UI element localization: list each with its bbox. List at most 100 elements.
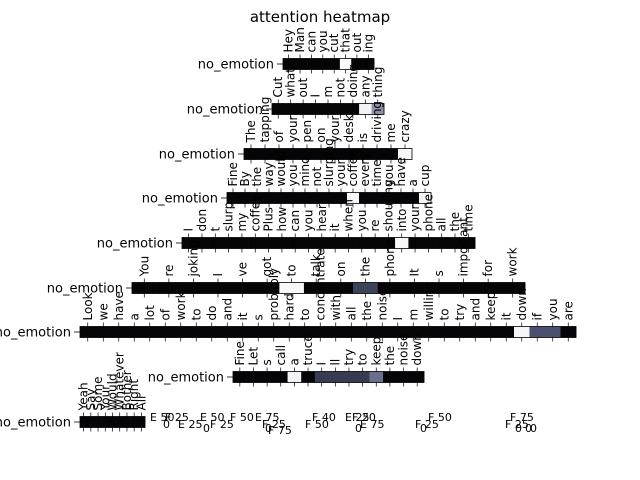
bottom-tick-labels: E 50F 25E 25E 50F 25F 50 E 75F 25F 75 F 50…: [150, 411, 537, 437]
token-label: hear: [315, 204, 329, 231]
token-label: your: [286, 115, 300, 142]
bottom-tick-label: E 75: [255, 411, 279, 424]
token-label: By: [238, 171, 252, 186]
token-label: I: [182, 228, 196, 232]
token-label: down: [515, 288, 529, 320]
bottom-tick-label: E 75: [360, 418, 384, 431]
heatmap-cell: [204, 326, 220, 338]
bottom-tick-label: F 20: [352, 411, 376, 424]
heatmap-cell: [123, 416, 131, 428]
heatmap-cell: [467, 326, 484, 338]
token-label: work: [506, 247, 520, 276]
token-label: m: [406, 309, 420, 321]
token-label: time: [461, 204, 475, 231]
token-label: you: [382, 164, 396, 186]
token-label: t: [208, 227, 222, 232]
row-label: no_emotion: [187, 103, 263, 118]
token-label: I: [315, 362, 329, 366]
heatmap-cell: [273, 371, 288, 383]
token-label: time: [370, 159, 384, 186]
row-label: no_emotion: [0, 326, 71, 341]
token-label: to: [437, 308, 451, 320]
heatmap-cell: [284, 103, 298, 115]
token-label: crazy: [398, 110, 412, 142]
heatmap-cell: [435, 237, 449, 249]
token-label: how: [275, 207, 289, 232]
chart-title: attention heatmap: [250, 8, 390, 26]
token-label: out: [350, 33, 364, 53]
heatmap-cell: [261, 237, 276, 249]
heatmap-cell: [281, 326, 298, 338]
row-label: no_emotion: [198, 58, 274, 73]
token-label: Say: [84, 388, 98, 410]
heatmap-cell: [260, 371, 275, 383]
token-label: have: [394, 157, 408, 186]
token-label: don: [195, 209, 209, 232]
heatmap-cell: [351, 58, 363, 70]
token-label: Plus: [262, 207, 276, 231]
heatmap-cell: [383, 192, 396, 204]
token-label: try: [453, 304, 467, 321]
token-label: The: [244, 120, 258, 143]
row-label: no_emotion: [142, 192, 218, 207]
token-label: to: [356, 353, 370, 365]
token-label: are: [561, 301, 575, 320]
token-label: of: [158, 308, 172, 320]
row-frame: [282, 58, 375, 70]
row-frame: [79, 416, 146, 428]
token-label: when: [341, 199, 355, 231]
token-label: concentrate: [313, 248, 327, 320]
token-label: Cut: [271, 77, 285, 98]
heatmap-cell: [377, 282, 403, 294]
heatmap-cell: [309, 103, 323, 115]
token-label: me: [384, 123, 398, 142]
heatmap-cell: [500, 282, 526, 294]
heatmap-cell: [421, 326, 437, 338]
heatmap-cell: [250, 326, 267, 338]
heatmap-cell: [426, 282, 452, 294]
token-label: driving: [370, 101, 384, 143]
token-label: lot: [143, 305, 157, 321]
heatmap-cell: [108, 416, 117, 428]
token-label: your: [408, 204, 422, 231]
heatmap-cell: [126, 326, 143, 338]
heatmap-cell: [266, 326, 282, 338]
heatmap-cell: [219, 326, 236, 338]
token-label: is: [356, 133, 370, 143]
heatmap-cell: [353, 282, 378, 294]
heatmap-cell: [328, 58, 341, 70]
token-label: my: [235, 213, 249, 232]
heatmap-cell: [181, 282, 206, 294]
token-label: every: [358, 153, 372, 187]
token-label: got: [260, 257, 274, 277]
bottom-tick-label: 0: [163, 418, 170, 431]
heatmap-cell: [529, 326, 546, 338]
heatmap-cell: [287, 192, 300, 204]
heatmap-cell: [95, 326, 112, 338]
heatmap-cell: [383, 371, 398, 383]
token-label: a: [287, 358, 301, 365]
token-label: and: [220, 298, 234, 321]
bottom-tick-label: F 25: [165, 411, 189, 424]
token-label: you: [546, 298, 560, 320]
bottom-tick-label: F 25: [415, 418, 439, 431]
token-label: and: [468, 298, 482, 321]
token-label: Fine: [226, 162, 240, 186]
heatmap-cell: [299, 192, 312, 204]
heatmap-cell: [300, 148, 315, 160]
row-frame: [243, 148, 413, 160]
token-label: try: [342, 349, 356, 366]
token-label: Bother: [120, 370, 134, 410]
heatmap-cell: [419, 192, 432, 204]
bottom-tick-label: 0: [530, 422, 537, 435]
heatmap-cell: [233, 371, 247, 383]
heatmap-cell: [94, 416, 102, 428]
heatmap-cell: [395, 237, 409, 249]
heatmap-cell: [130, 416, 139, 428]
heatmap-cell: [275, 237, 289, 249]
row-frame: [226, 192, 432, 204]
heatmap-row: no_emotion YeahSaySomeYourWouldWhateverBo…: [0, 352, 148, 432]
row-frame: [131, 282, 526, 294]
